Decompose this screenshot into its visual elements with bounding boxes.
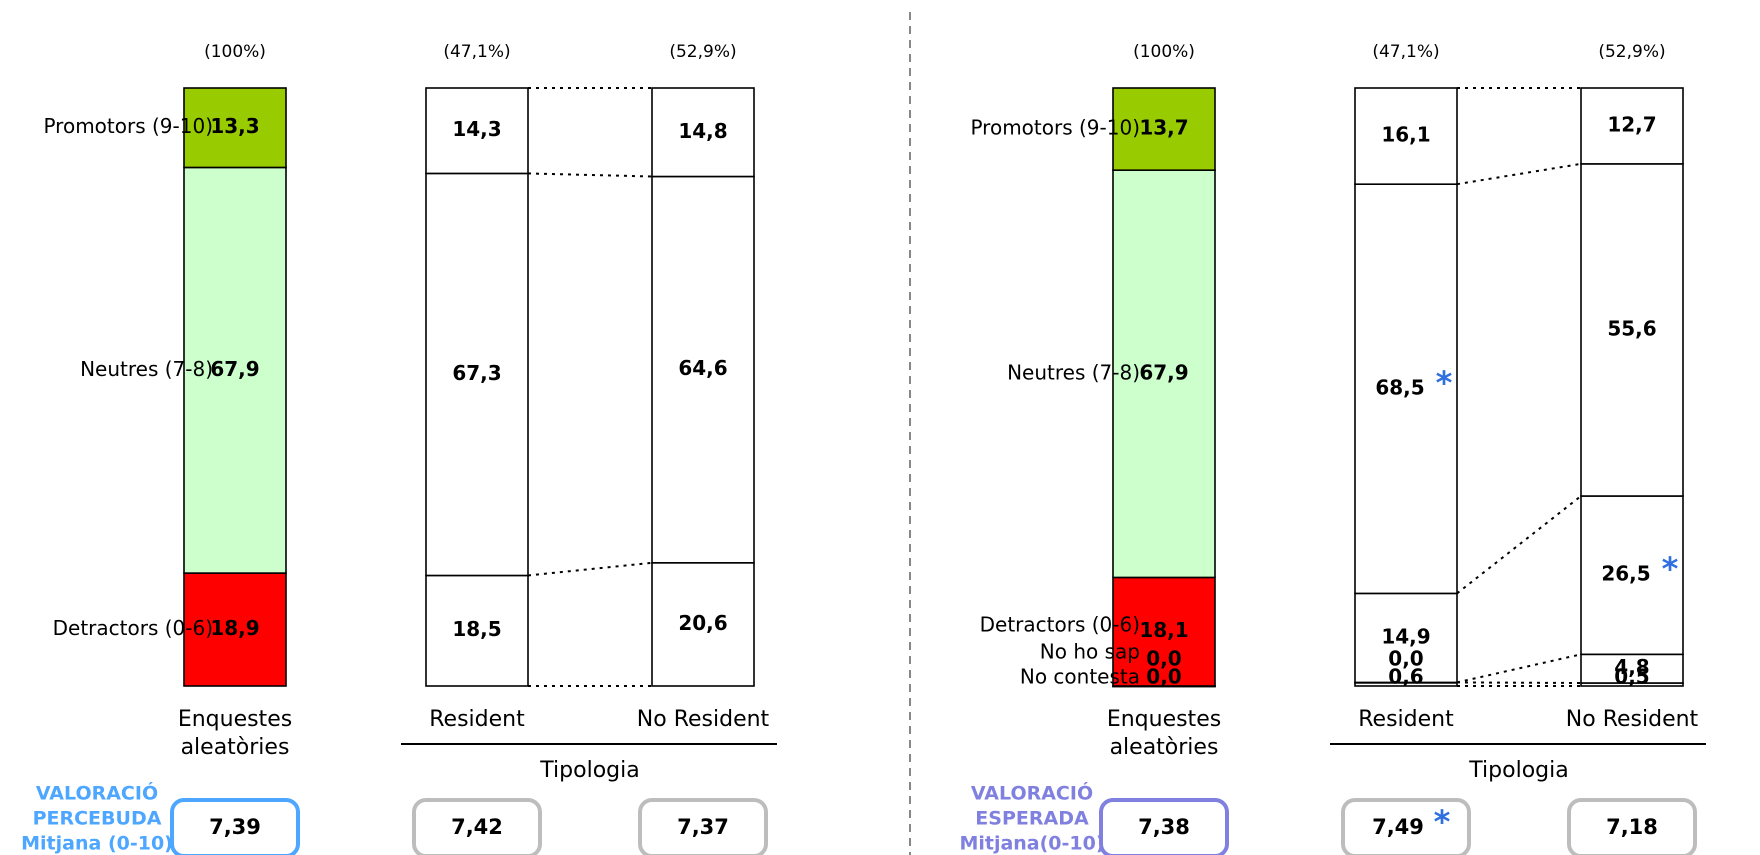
- bar-segment: [1580, 495, 1684, 656]
- data-label: 20,6: [678, 611, 727, 635]
- series-label: No ho sap: [1040, 640, 1140, 664]
- mean-value: 7,38: [1138, 815, 1190, 839]
- group-label: Tipologia: [539, 758, 639, 783]
- data-label: 14,9: [1381, 624, 1430, 648]
- data-label: 67,3: [452, 361, 501, 385]
- panel-esperada: [1099, 87, 1706, 855]
- data-label: 14,8: [678, 119, 727, 143]
- data-label: 12,7: [1607, 112, 1656, 136]
- connector-line: [1456, 681, 1582, 685]
- mean-value: 7,49: [1372, 815, 1424, 839]
- mean-title: Mitjana (0-10): [21, 833, 173, 855]
- category-label: Enquestes: [178, 707, 292, 732]
- mean-title: Mitjana(0-10): [959, 833, 1104, 855]
- significance-star: *: [1436, 364, 1453, 402]
- bar-segment: [651, 562, 755, 687]
- mean-box: [1099, 798, 1229, 855]
- series-label: Detractors (0-6): [53, 616, 213, 640]
- panel-percebuda: [170, 87, 777, 855]
- category-label: No Resident: [637, 707, 770, 732]
- data-label: 26,5: [1601, 562, 1650, 586]
- data-label: 18,5: [452, 617, 501, 641]
- mean-box: [638, 798, 768, 855]
- bar-segment: [425, 172, 529, 577]
- bar-segment: [1354, 592, 1458, 684]
- category-label: Resident: [1358, 707, 1454, 732]
- bar-segment: [183, 87, 287, 169]
- data-label: 4,8: [1614, 655, 1649, 679]
- bar-segment: [1112, 87, 1216, 171]
- mean-title: ESPERADA: [975, 808, 1089, 830]
- mean-box: [1341, 798, 1471, 855]
- connector-line: [1456, 653, 1582, 684]
- data-label: 13,7: [1139, 116, 1188, 140]
- bar-segment: [425, 574, 529, 687]
- mean-value: 7,37: [677, 815, 729, 839]
- bar-segment: [1580, 163, 1684, 497]
- series-label: Neutres (7-8): [1007, 360, 1140, 384]
- bar-segment: [651, 87, 755, 178]
- mean-box: [170, 798, 300, 855]
- data-label: 55,6: [1607, 316, 1656, 340]
- data-label: 18,9: [210, 616, 259, 640]
- series-label: No contesta: [1020, 665, 1140, 689]
- category-label: aleatòries: [181, 735, 290, 760]
- connector-line: [1456, 162, 1582, 186]
- data-label: 16,1: [1381, 123, 1430, 147]
- bar-share-label: (52,9%): [1598, 42, 1665, 62]
- mean-box: [1567, 798, 1697, 855]
- group-label: Tipologia: [1468, 758, 1568, 783]
- bar-share-label: (47,1%): [443, 42, 510, 62]
- bar-segment: [183, 166, 287, 574]
- data-label: 0,0: [1146, 665, 1181, 689]
- bar-segment: [1112, 169, 1216, 579]
- mean-title: PERCEBUDA: [33, 808, 162, 830]
- mean-value: 7,18: [1606, 815, 1658, 839]
- bar-segment: [1112, 576, 1216, 687]
- series-label: Detractors (0-6): [980, 613, 1140, 637]
- connector-line: [527, 172, 653, 178]
- series-label: Neutres (7-8): [80, 357, 213, 381]
- bar-segment: [1354, 183, 1458, 595]
- data-label: 18,1: [1139, 618, 1188, 642]
- bar-segment: [425, 87, 529, 175]
- bar-segment: [1354, 87, 1458, 185]
- data-label: 64,6: [678, 356, 727, 380]
- category-label: Enquestes: [1107, 707, 1221, 732]
- data-label: 13,3: [210, 114, 259, 138]
- bar-segment: [1580, 87, 1684, 165]
- category-label: No Resident: [1566, 707, 1699, 732]
- mean-title: VALORACIÓ: [971, 781, 1093, 805]
- mean-value: 7,39: [209, 815, 261, 839]
- data-label: 0,0: [1388, 647, 1423, 671]
- bar-share-label: (100%): [1133, 42, 1195, 62]
- bar-segment: [1580, 653, 1684, 684]
- category-label: aleatòries: [1110, 735, 1219, 760]
- mean-box: [412, 798, 542, 855]
- bar-segment: [183, 572, 287, 687]
- series-label: Promotors (9-10): [970, 116, 1140, 140]
- series-label: Promotors (9-10): [43, 114, 213, 138]
- data-label: 68,5: [1375, 375, 1424, 399]
- bar-share-label: (47,1%): [1372, 42, 1439, 62]
- bar-share-label: (52,9%): [669, 42, 736, 62]
- mean-title: VALORACIÓ: [36, 781, 158, 805]
- connector-line: [527, 561, 653, 577]
- data-label: 67,9: [1139, 360, 1188, 384]
- bar-share-label: (100%): [204, 42, 266, 62]
- category-label: Resident: [429, 707, 525, 732]
- bar-segment: [651, 175, 755, 564]
- connector-line: [1456, 495, 1582, 595]
- significance-star: *: [1662, 550, 1679, 588]
- significance-star: *: [1434, 803, 1451, 841]
- data-label: 67,9: [210, 357, 259, 381]
- data-label: 0,0: [1146, 647, 1181, 671]
- data-label: 0,6: [1388, 665, 1423, 689]
- data-label: 0,5: [1614, 665, 1649, 689]
- data-label: 14,3: [452, 117, 501, 141]
- mean-value: 7,42: [451, 815, 503, 839]
